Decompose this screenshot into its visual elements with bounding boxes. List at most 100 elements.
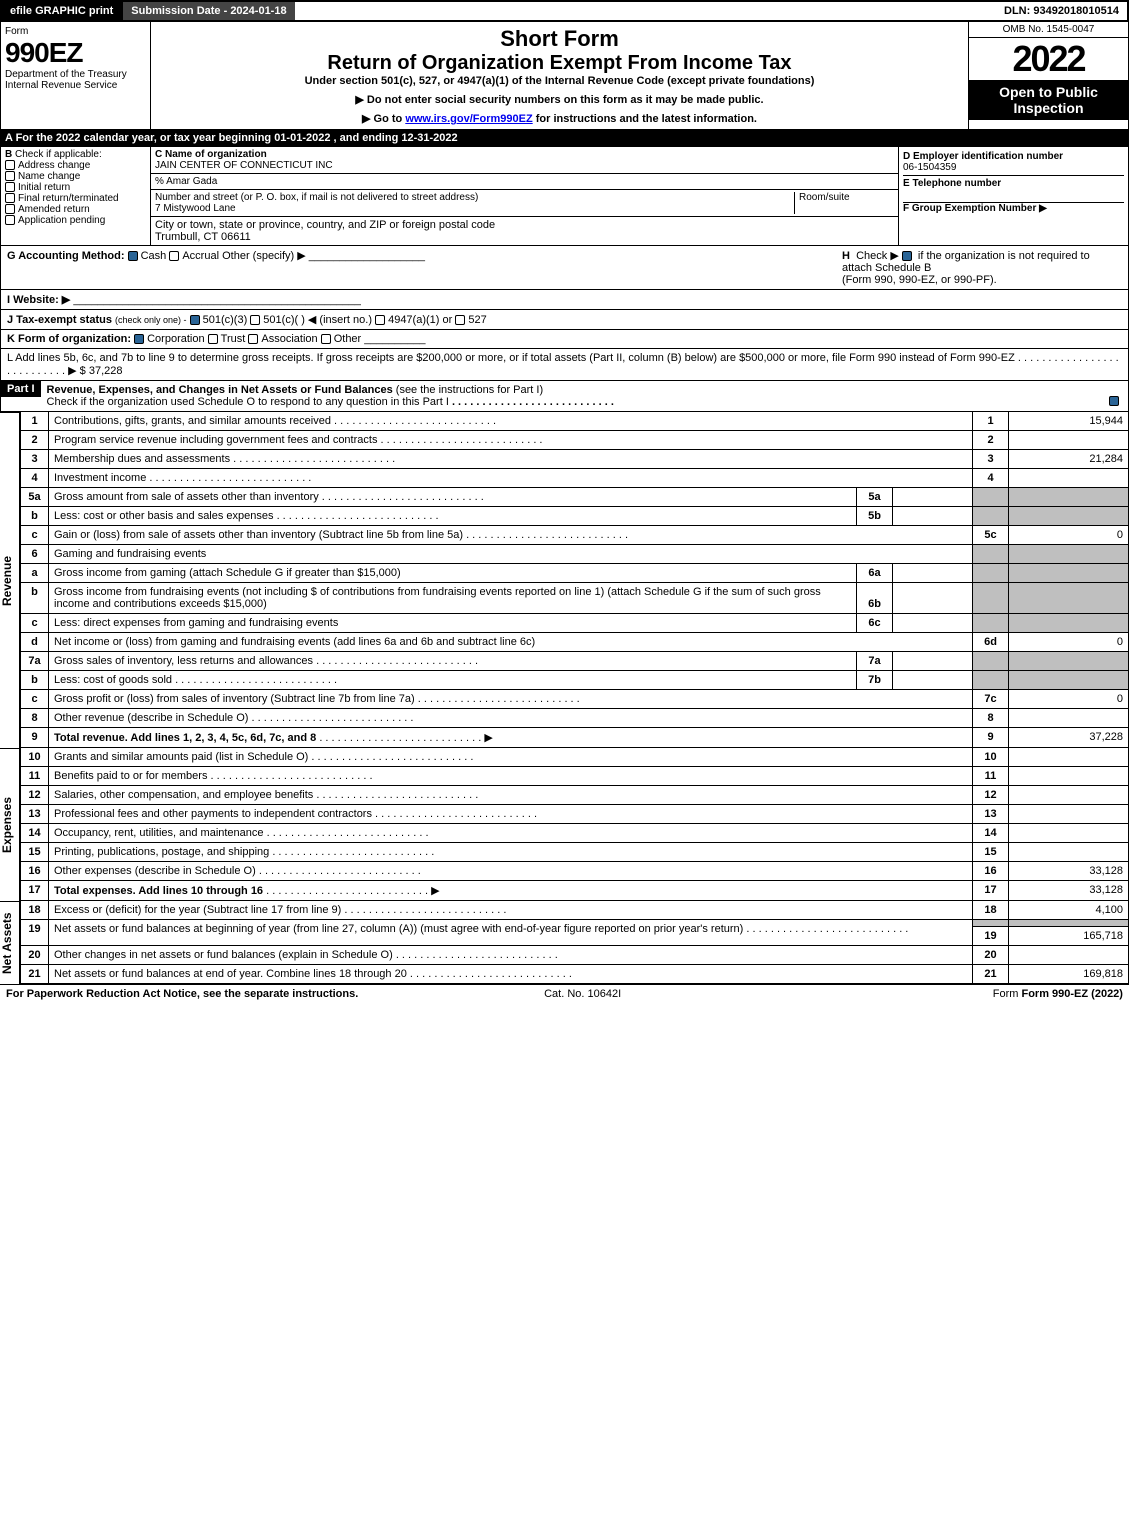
goto-prefix: ▶ Go to bbox=[362, 113, 405, 125]
ln-7b: b bbox=[21, 671, 49, 690]
desc-15: Printing, publications, postage, and shi… bbox=[54, 846, 269, 858]
checkbox-amended-return[interactable] bbox=[5, 204, 15, 214]
val-2 bbox=[1009, 431, 1129, 450]
checkbox-accrual[interactable] bbox=[169, 251, 179, 261]
nm-8: 8 bbox=[973, 709, 1009, 728]
dln: DLN: 93492018010514 bbox=[996, 2, 1127, 20]
checkbox-4947[interactable] bbox=[375, 315, 385, 325]
checkbox-initial-return[interactable] bbox=[5, 182, 15, 192]
checkbox-cash[interactable] bbox=[128, 251, 138, 261]
f-label: F Group Exemption Number ▶ bbox=[903, 203, 1047, 214]
netassets-table: 18Excess or (deficit) for the year (Subt… bbox=[20, 901, 1129, 984]
desc-1: Contributions, gifts, grants, and simila… bbox=[54, 415, 331, 427]
desc-14: Occupancy, rent, utilities, and maintena… bbox=[54, 827, 264, 839]
j-small: (check only one) - bbox=[115, 315, 187, 325]
undersection-note: Under section 501(c), 527, or 4947(a)(1)… bbox=[155, 75, 964, 87]
val-17: 33,128 bbox=[1009, 881, 1129, 901]
val-8 bbox=[1009, 709, 1129, 728]
opt-501c: 501(c)( ) ◀ (insert no.) bbox=[263, 314, 372, 326]
h-check-text: Check ▶ bbox=[856, 250, 899, 262]
opt-initial-return: Initial return bbox=[18, 182, 70, 193]
desc-6: Gaming and fundraising events bbox=[49, 545, 973, 564]
netassets-section: Net Assets 18Excess or (deficit) for the… bbox=[0, 901, 1129, 984]
ln-17: 17 bbox=[21, 881, 49, 901]
val-7c: 0 bbox=[1009, 690, 1129, 709]
nm-1: 1 bbox=[973, 412, 1009, 431]
main-title: Return of Organization Exempt From Incom… bbox=[155, 52, 964, 75]
checkbox-name-change[interactable] bbox=[5, 171, 15, 181]
ln-20: 20 bbox=[21, 946, 49, 965]
part1-check-text: Check if the organization used Schedule … bbox=[47, 396, 449, 408]
val-13 bbox=[1009, 805, 1129, 824]
efile-print-button[interactable]: efile GRAPHIC print bbox=[2, 2, 123, 20]
expenses-table: 10Grants and similar amounts paid (list … bbox=[20, 748, 1129, 901]
sub-6c: 6c bbox=[856, 614, 892, 632]
checkbox-schedule-o-used[interactable] bbox=[1109, 396, 1119, 406]
desc-4: Investment income bbox=[54, 472, 146, 484]
top-bar: efile GRAPHIC print Submission Date - 20… bbox=[0, 0, 1129, 22]
desc-12: Salaries, other compensation, and employ… bbox=[54, 789, 313, 801]
checkbox-other-org[interactable] bbox=[321, 334, 331, 344]
ln-6: 6 bbox=[21, 545, 49, 564]
opt-address-change: Address change bbox=[18, 160, 90, 171]
nm-15: 15 bbox=[973, 843, 1009, 862]
opt-amended-return: Amended return bbox=[18, 204, 90, 215]
checkbox-527[interactable] bbox=[455, 315, 465, 325]
nm-12: 12 bbox=[973, 786, 1009, 805]
val-21: 169,818 bbox=[1009, 965, 1129, 984]
ein-value: 06-1504359 bbox=[903, 162, 956, 173]
open-public-badge: Open to Public Inspection bbox=[969, 80, 1128, 120]
expenses-side-label: Expenses bbox=[0, 748, 20, 901]
ln-4: 4 bbox=[21, 469, 49, 488]
desc-5b: Less: cost or other basis and sales expe… bbox=[54, 510, 274, 522]
c-name-label: C Name of organization bbox=[155, 149, 267, 160]
opt-501c3: 501(c)(3) bbox=[203, 314, 248, 326]
ln-14: 14 bbox=[21, 824, 49, 843]
checkbox-application-pending[interactable] bbox=[5, 215, 15, 225]
val-1: 15,944 bbox=[1009, 412, 1129, 431]
opt-accrual: Accrual bbox=[182, 250, 219, 262]
h-label: H bbox=[842, 250, 850, 262]
checkbox-501c[interactable] bbox=[250, 315, 260, 325]
ln-13: 13 bbox=[21, 805, 49, 824]
opt-corporation: Corporation bbox=[147, 333, 204, 345]
submission-date: Submission Date - 2024-01-18 bbox=[123, 2, 294, 20]
part1-header: Part I Revenue, Expenses, and Changes in… bbox=[0, 381, 1129, 412]
form-footer-label: Form Form 990-EZ (2022) bbox=[993, 988, 1123, 1000]
desc-6c: Less: direct expenses from gaming and fu… bbox=[54, 617, 338, 629]
section-i: I Website: ▶ ___________________________… bbox=[0, 290, 1129, 310]
addr-label: Number and street (or P. O. box, if mail… bbox=[155, 192, 478, 203]
opt-4947: 4947(a)(1) or bbox=[388, 314, 452, 326]
nm-20: 20 bbox=[973, 946, 1009, 965]
section-c: C Name of organization JAIN CENTER OF CO… bbox=[151, 147, 898, 245]
ln-11: 11 bbox=[21, 767, 49, 786]
nm-16: 16 bbox=[973, 862, 1009, 881]
checkbox-corporation[interactable] bbox=[134, 334, 144, 344]
sub-6b: 6b bbox=[856, 583, 892, 613]
checkbox-501c3[interactable] bbox=[190, 315, 200, 325]
checkbox-scheduleb-not-required[interactable] bbox=[902, 251, 912, 261]
desc-5a: Gross amount from sale of assets other t… bbox=[54, 491, 319, 503]
section-gh: G Accounting Method: Cash Accrual Other … bbox=[0, 246, 1129, 290]
nm-19: 19 bbox=[973, 927, 1009, 946]
checkbox-association[interactable] bbox=[248, 334, 258, 344]
nm-17: 17 bbox=[973, 881, 1009, 901]
ln-19: 19 bbox=[21, 920, 49, 946]
goto-note: ▶ Go to www.irs.gov/Form990EZ for instru… bbox=[155, 112, 964, 125]
i-label: I Website: ▶ bbox=[7, 294, 70, 306]
checkbox-address-change[interactable] bbox=[5, 160, 15, 170]
checkbox-final-return[interactable] bbox=[5, 193, 15, 203]
val-14 bbox=[1009, 824, 1129, 843]
irs-link[interactable]: www.irs.gov/Form990EZ bbox=[405, 113, 532, 125]
revenue-table: 1 Contributions, gifts, grants, and simil… bbox=[20, 412, 1129, 748]
k-label: K Form of organization: bbox=[7, 333, 131, 345]
nm-3: 3 bbox=[973, 450, 1009, 469]
street-address: 7 Mistywood Lane bbox=[155, 203, 236, 214]
ssn-warning: ▶ Do not enter social security numbers o… bbox=[155, 93, 964, 106]
ln-12: 12 bbox=[21, 786, 49, 805]
desc-10: Grants and similar amounts paid (list in… bbox=[54, 751, 308, 763]
val-16: 33,128 bbox=[1009, 862, 1129, 881]
desc-9: Total revenue. Add lines 1, 2, 3, 4, 5c,… bbox=[54, 732, 316, 744]
checkbox-trust[interactable] bbox=[208, 334, 218, 344]
ln-6a: a bbox=[21, 564, 49, 583]
